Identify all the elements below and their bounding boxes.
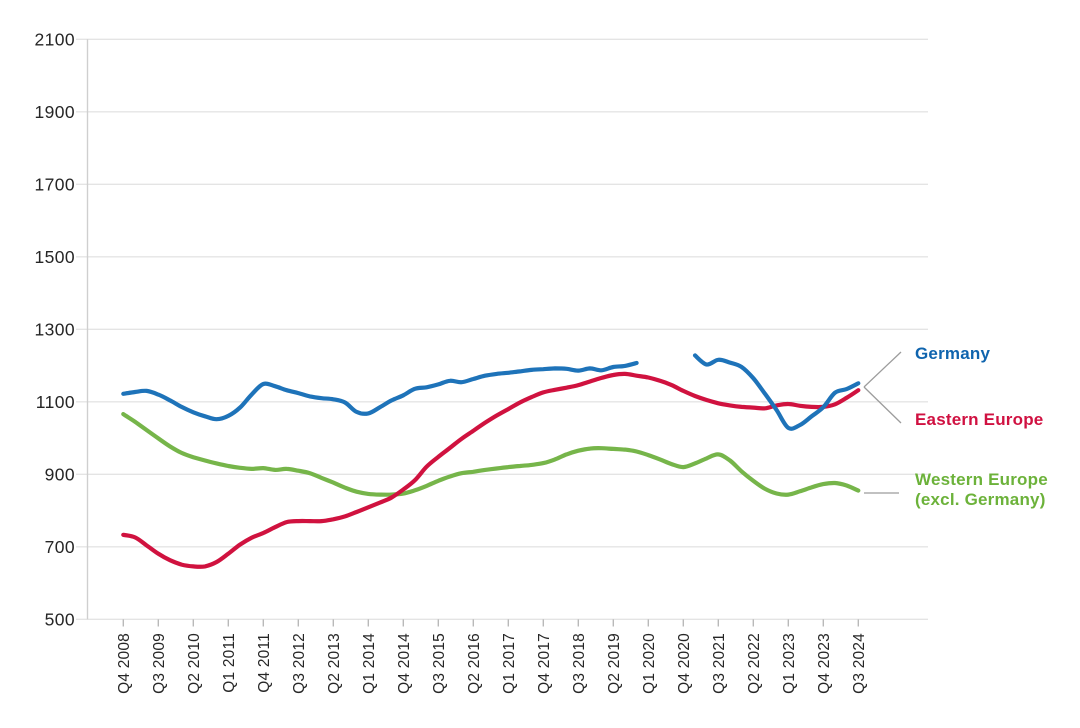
x-axis-tick-label: Q2 2010 <box>186 633 203 694</box>
x-axis-tick-label: Q3 2015 <box>431 633 448 694</box>
x-axis-tick-label: Q3 2024 <box>851 633 868 694</box>
series-line-germany <box>121 360 639 422</box>
legend-label-germany: Germany <box>915 344 991 363</box>
x-axis-tick-label: Q1 2023 <box>781 633 798 694</box>
x-axis-tick-label: Q4 2011 <box>256 633 273 693</box>
x-axis-tick-label: Q3 2021 <box>711 633 728 694</box>
x-axis-tick-label: Q3 2009 <box>151 633 168 694</box>
x-axis-tick-label: Q1 2017 <box>501 633 518 694</box>
x-axis-tick-label: Q2 2016 <box>466 633 483 694</box>
x-axis-tick-label: Q4 2017 <box>536 633 553 694</box>
legend-label-western-europe: Western Europe (excl. Germany) <box>915 470 1048 509</box>
x-axis-tick-label: Q4 2008 <box>116 633 133 694</box>
y-axis-tick-label: 1300 <box>34 319 75 339</box>
x-axis-tick-label: Q1 2020 <box>641 633 658 694</box>
x-axis-tick-label: Q2 2022 <box>746 633 763 694</box>
y-axis-tick-label: 2100 <box>34 29 75 49</box>
x-axis-tick-label: Q3 2018 <box>571 633 588 694</box>
x-axis-tick-label: Q2 2013 <box>326 633 343 694</box>
legend-leader-line <box>863 351 902 388</box>
y-axis-tick-label: 700 <box>45 537 75 557</box>
x-axis-tick-label: Q1 2014 <box>361 633 378 694</box>
legend-label-eastern-europe: Eastern Europe <box>915 410 1044 429</box>
series-line-eastern-europe <box>121 371 861 569</box>
series-line-germany <box>692 353 861 431</box>
legend-leader-line <box>863 386 902 424</box>
series-line-western-europe-excl-germany <box>121 412 861 497</box>
y-axis-tick-label: 1100 <box>36 392 75 412</box>
y-axis-tick-label: 1900 <box>34 102 75 122</box>
y-axis-tick-label: 500 <box>45 609 75 629</box>
x-axis-tick-label: Q4 2023 <box>816 633 833 694</box>
x-axis-tick-label: Q2 2019 <box>606 633 623 694</box>
x-axis-tick-label: Q1 2011 <box>221 633 238 693</box>
y-axis-tick-label: 1500 <box>34 247 75 267</box>
y-axis-tick-label: 900 <box>45 464 75 484</box>
x-axis-tick-label: Q3 2012 <box>291 633 308 694</box>
y-axis-tick-label: 1700 <box>34 174 75 194</box>
x-axis-tick-label: Q4 2014 <box>396 633 413 694</box>
x-axis-tick-label: Q4 2020 <box>676 633 693 694</box>
